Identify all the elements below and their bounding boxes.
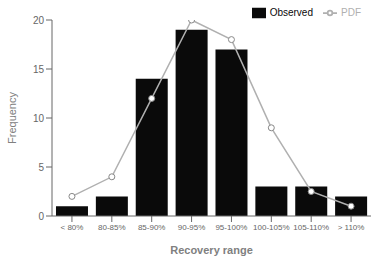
svg-text:5: 5 bbox=[38, 162, 44, 173]
html-text:Observed: Observed bbox=[269, 6, 313, 18]
svg-text:95-100%: 95-100% bbox=[215, 223, 247, 232]
svg-text:0: 0 bbox=[38, 211, 44, 222]
svg-text:Recovery range: Recovery range bbox=[170, 244, 253, 256]
svg-text:105-110%: 105-110% bbox=[293, 223, 329, 232]
svg-text:90-95%: 90-95% bbox=[178, 223, 206, 232]
svg-text:< 80%: < 80% bbox=[60, 223, 83, 232]
svg-text:15: 15 bbox=[33, 64, 45, 75]
svg-text:20: 20 bbox=[33, 15, 45, 26]
svg-text:> 110%: > 110% bbox=[338, 223, 365, 232]
svg-text:10: 10 bbox=[33, 113, 45, 124]
svg-text:Frequency: Frequency bbox=[8, 92, 18, 144]
svg-text:100-105%: 100-105% bbox=[253, 223, 289, 232]
svg-text:85-90%: 85-90% bbox=[138, 223, 166, 232]
svg-text:80-85%: 80-85% bbox=[98, 223, 126, 232]
html-text:PDF: PDF bbox=[341, 6, 361, 18]
